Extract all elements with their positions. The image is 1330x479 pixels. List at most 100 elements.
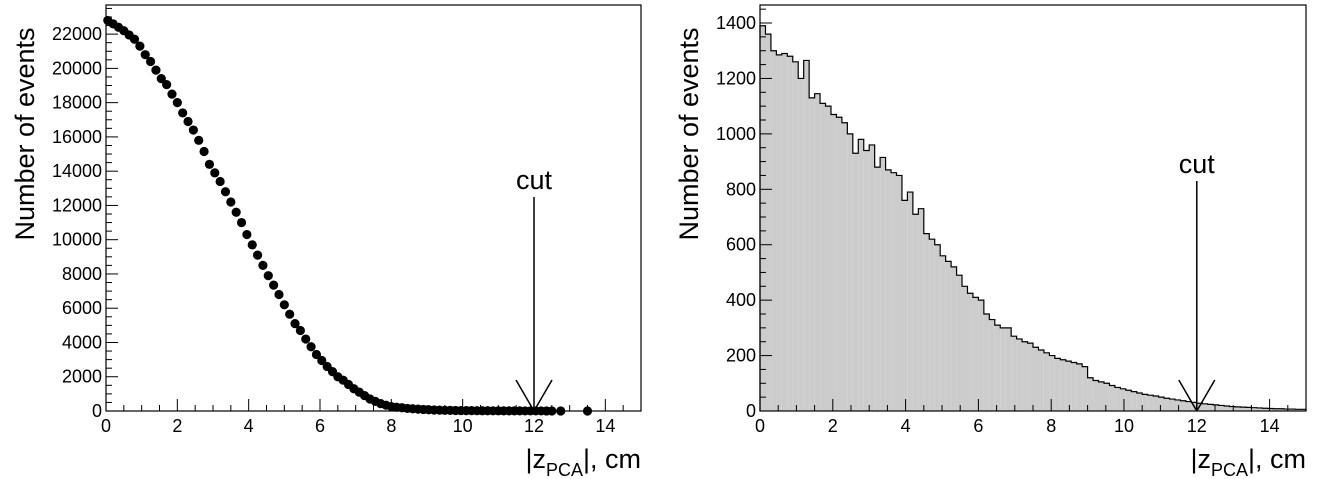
histogram-bin	[1109, 385, 1115, 411]
left-x-label-sub: PCA	[546, 460, 583, 479]
histogram-bin	[1251, 407, 1257, 411]
histogram-bin	[1131, 391, 1137, 411]
histogram-bin	[1071, 362, 1077, 411]
histogram-bin	[951, 266, 957, 411]
histogram-bin	[880, 157, 886, 411]
y-tick-label: 12000	[52, 195, 102, 215]
histogram-bin	[1300, 409, 1306, 411]
histogram-bin	[798, 78, 804, 411]
x-tick-label: 4	[244, 416, 254, 436]
histogram-bin	[1284, 409, 1290, 411]
right-cut-annotation: cut	[1178, 149, 1216, 412]
left-y-axis-label: Number of events	[10, 27, 40, 240]
histogram-bin	[760, 25, 766, 412]
x-tick-label: 0	[755, 416, 765, 436]
histogram-bin	[1060, 359, 1066, 411]
histogram-bin	[820, 103, 826, 411]
histogram-bin	[962, 286, 968, 411]
histogram-bin	[1033, 347, 1039, 411]
y-tick-label: 8000	[62, 264, 102, 284]
histogram-bin	[1049, 355, 1055, 411]
histogram-outline	[759, 25, 1307, 411]
histogram-bin	[1043, 352, 1050, 411]
x-tick-label: 2	[172, 416, 182, 436]
x-tick-label: 14	[1260, 416, 1280, 436]
left-cut-annotation: cut	[515, 165, 553, 412]
data-point	[295, 325, 305, 336]
histogram-bin	[852, 153, 859, 411]
histogram-bin	[1245, 407, 1252, 411]
histogram-bin	[1016, 338, 1023, 411]
data-point	[236, 217, 247, 228]
left-plot-frame	[105, 4, 642, 412]
data-point	[556, 406, 566, 416]
histogram-bin	[1114, 387, 1121, 411]
data-point	[210, 168, 220, 178]
histogram-bin	[841, 122, 848, 412]
histogram-bin	[809, 97, 815, 411]
cut-arrowhead-left	[515, 379, 535, 412]
cut-arrowhead-right	[1196, 379, 1216, 412]
y-tick-label: 18000	[52, 93, 102, 113]
histogram-bin	[1065, 361, 1072, 411]
histogram-bin	[787, 56, 793, 411]
histogram-bin	[1267, 408, 1274, 411]
data-point	[285, 309, 295, 319]
histogram-bin	[1240, 407, 1246, 411]
histogram-bin	[792, 61, 799, 411]
data-point	[242, 229, 252, 240]
histogram-bin	[858, 139, 864, 412]
right-y-axis-label: Number of events	[674, 27, 704, 240]
histogram-bin	[934, 244, 941, 411]
cut-label: cut	[1179, 149, 1216, 179]
histogram-bin	[776, 54, 782, 411]
histogram-bin	[847, 133, 853, 412]
data-point	[306, 342, 316, 352]
right-histogram	[759, 25, 1307, 412]
histogram-bin	[1273, 408, 1279, 411]
histogram-bin	[1262, 408, 1268, 411]
histogram-bin	[912, 214, 919, 411]
histogram-bin	[891, 172, 897, 411]
histogram-bin	[1093, 380, 1099, 411]
y-tick-label: 10000	[52, 230, 102, 250]
histogram-bin	[896, 175, 902, 411]
histogram-bin	[836, 117, 842, 412]
data-point	[178, 108, 188, 118]
x-tick-label: 8	[1046, 416, 1056, 436]
histogram-bin	[874, 167, 881, 411]
histogram-bin	[956, 275, 963, 411]
y-tick-label: 16000	[52, 127, 102, 147]
histogram-bin	[1011, 336, 1017, 411]
histogram-bin	[1278, 408, 1285, 411]
histogram-bin	[1098, 381, 1104, 411]
histogram-bin	[1076, 363, 1083, 411]
right-x-axis-label: |zPCA|, cm	[1190, 444, 1306, 479]
data-point	[263, 271, 273, 281]
data-point	[204, 159, 215, 169]
data-point	[129, 34, 140, 44]
left-chart: 0 2 4 6 8 10 12 14 0 2000 4000 6000 8000 10000 12000 14…	[10, 4, 642, 479]
histogram-bin	[1142, 394, 1148, 411]
data-point	[317, 355, 327, 366]
histogram-bin	[1158, 397, 1165, 411]
y-tick-label: 2000	[62, 367, 102, 387]
histogram-bin	[1213, 404, 1219, 411]
x-tick-label: 6	[315, 416, 325, 436]
data-point	[172, 98, 182, 108]
histogram-bin	[765, 34, 771, 412]
x-tick-label: 14	[595, 416, 615, 436]
left-x-label-pre: |z	[525, 444, 546, 474]
histogram-bin	[1218, 405, 1225, 411]
histogram-bin	[781, 53, 788, 412]
x-tick-label: 12	[1187, 416, 1207, 436]
y-tick-label: 6000	[62, 298, 102, 318]
histogram-bin	[1153, 396, 1159, 411]
y-tick-label: 400	[726, 290, 756, 310]
y-tick-label: 0	[92, 401, 102, 421]
histogram-bin	[1120, 388, 1126, 411]
data-point	[226, 197, 236, 207]
histogram-bin	[1174, 399, 1181, 411]
right-x-label-post: |, cm	[1248, 444, 1306, 474]
data-point	[290, 319, 300, 329]
